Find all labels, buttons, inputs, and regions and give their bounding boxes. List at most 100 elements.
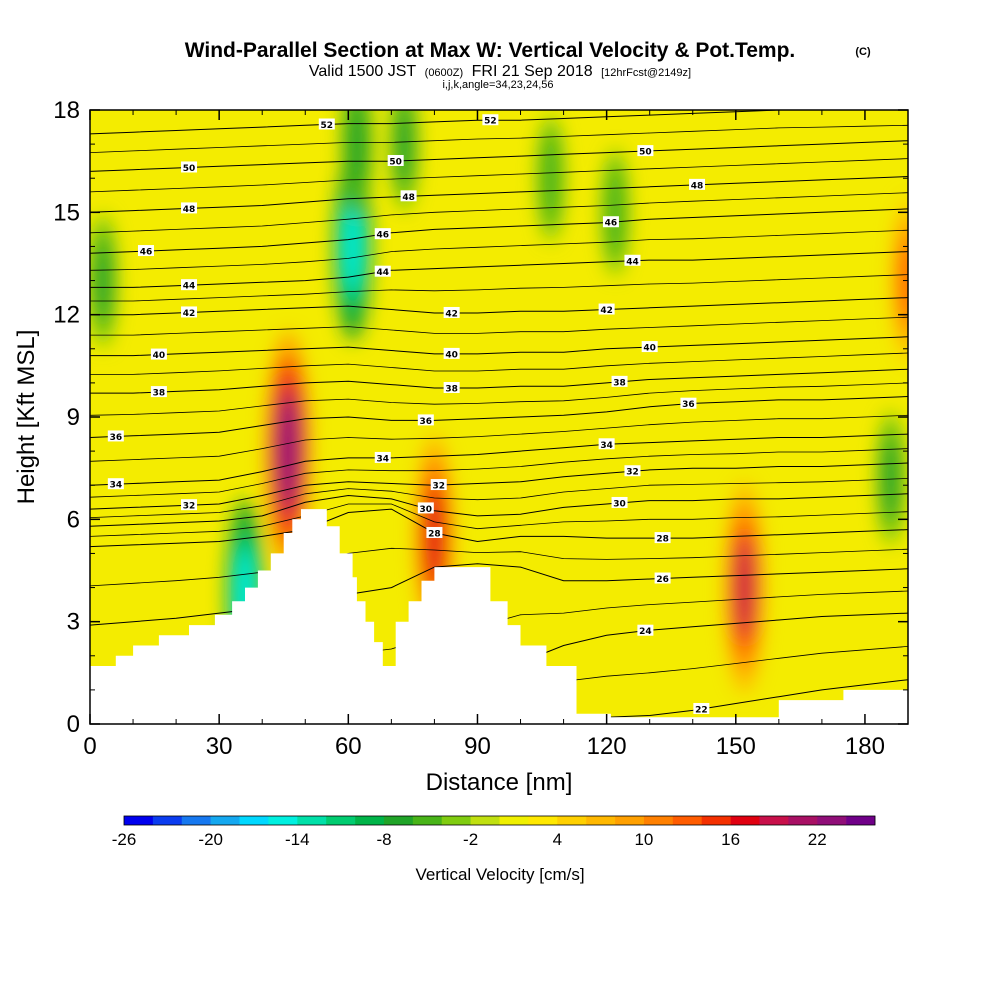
contour-minor-29 (90, 503, 908, 537)
contour-label-18: 40 (443, 347, 460, 360)
contour-label-32: 30 (417, 502, 434, 515)
colorbar-swatch (124, 816, 154, 825)
contour-label-text: 40 (153, 351, 166, 361)
y-tick-label: 18 (53, 97, 80, 124)
contour-label-14: 42 (181, 306, 198, 319)
contour-minor-27 (90, 547, 908, 587)
x-tick-label: 150 (716, 733, 756, 760)
colorbar-tick-label: -2 (463, 830, 478, 849)
contour-label-8: 46 (137, 245, 154, 258)
contour-minor-51 (90, 124, 908, 153)
y-tick-label: 3 (67, 609, 80, 636)
contour-label-text: 42 (600, 306, 613, 316)
contour-minor-31 (90, 478, 908, 518)
contour-label-6: 48 (400, 190, 417, 203)
contour-label-31: 32 (624, 465, 641, 478)
velocity-cell-11-3 (608, 182, 622, 242)
subtitle-utc: (0600Z) (425, 67, 464, 79)
subtitle-valid: Valid 1500 JST (309, 63, 417, 80)
contour-label-35: 28 (654, 532, 671, 545)
contour-42 (90, 297, 908, 316)
contour-label-29: 32 (181, 499, 198, 512)
contour-label-text: 26 (656, 575, 669, 585)
colorbar-tick-label: 4 (553, 830, 562, 849)
contour-label-30: 32 (430, 479, 447, 492)
contour-label-text: 36 (420, 417, 433, 427)
contour-label-text: 44 (626, 257, 639, 267)
x-axis: 0 30 60 90 120 150 180 (83, 110, 885, 760)
colorbar-swatch (528, 816, 558, 825)
contour-minor-33 (90, 448, 908, 498)
contour-label-5: 48 (181, 202, 198, 215)
contour-28 (90, 508, 908, 548)
contour-label-text: 40 (643, 344, 656, 354)
chart-title: Wind-Parallel Section at Max W: Vertical… (185, 39, 796, 62)
y-tick-label: 12 (53, 302, 80, 329)
contour-label-37: 24 (637, 624, 654, 637)
contour-label-text: 30 (420, 505, 433, 515)
contour-label-text: 46 (376, 231, 389, 241)
velocity-cell-8-3 (884, 447, 898, 510)
contour-44 (90, 251, 908, 288)
contour-label-text: 44 (376, 268, 389, 278)
contour-label-23: 36 (107, 430, 124, 443)
contour-label-text: 44 (183, 282, 196, 292)
contour-40 (90, 336, 908, 357)
contour-label-text: 40 (445, 350, 458, 360)
colorbar-swatch (383, 816, 414, 825)
contour-label-text: 42 (183, 309, 196, 319)
colorbar-tick-label: -26 (112, 830, 137, 849)
colorbar-swatch (701, 816, 731, 825)
contour-label-text: 50 (639, 148, 652, 158)
contour-label-3: 50 (387, 154, 404, 167)
colorbar-swatch (181, 816, 211, 825)
colorbar-tick-label: -20 (198, 830, 223, 849)
colorbar-swatch (730, 816, 760, 825)
contour-label-text: 38 (613, 378, 626, 388)
contour-label-text: 28 (428, 529, 441, 539)
colorbar-tick-label: -8 (376, 830, 391, 849)
colorbar-swatch (470, 816, 500, 825)
contour-label-text: 30 (613, 499, 626, 509)
contour-label-text: 46 (605, 219, 618, 229)
contour-label-text: 32 (626, 468, 639, 478)
contour-label-text: 36 (110, 433, 123, 443)
contour-label-1: 52 (482, 114, 499, 127)
contour-label-28: 34 (598, 438, 615, 451)
contour-label-34: 28 (426, 526, 443, 539)
contour-label-20: 38 (150, 386, 167, 399)
contour-label-text: 50 (183, 164, 196, 174)
contour-34 (90, 433, 908, 486)
y-tick-label: 6 (67, 506, 80, 533)
contour-label-22: 38 (611, 375, 628, 388)
subtitle-forecast: [12hrFcst@2149z] (601, 67, 691, 79)
contour-minor-47 (90, 192, 908, 234)
contour-label-text: 38 (153, 389, 166, 399)
contour-label-text: 48 (691, 181, 704, 191)
x-tick-label: 60 (335, 733, 362, 760)
contour-label-text: 22 (695, 705, 708, 715)
colorbar-swatch (817, 816, 847, 825)
contour-label-text: 42 (445, 309, 458, 319)
colorbar-swatch (297, 816, 327, 825)
contour-label-text: 52 (321, 121, 334, 131)
colorbar-swatch (846, 816, 876, 825)
contour-label-25: 36 (680, 397, 697, 410)
contour-label-text: 34 (600, 441, 613, 451)
y-axis-label: Height [Kft MSL] (13, 330, 40, 505)
contour-label-text: 32 (432, 482, 445, 492)
colorbar-tick-label: 10 (634, 830, 653, 849)
colorbar-swatch (268, 816, 298, 825)
contour-label-17: 40 (150, 348, 167, 361)
contour-label-36: 26 (654, 572, 671, 585)
velocity-cell-7-3 (96, 249, 110, 312)
contour-labels: 52 52 50 50 50 48 48 48 46 46 46 44 44 44 42 42 42 40 40 40… (107, 114, 710, 715)
colorbar-swatch (441, 816, 471, 825)
colorbar-tick-label: 22 (808, 830, 827, 849)
colorbar-frame (123, 815, 876, 826)
contour-minor-45 (90, 229, 908, 271)
contour-label-21: 38 (443, 382, 460, 395)
colorbar-swatch (355, 816, 385, 825)
colorbar-swatch (643, 816, 674, 825)
